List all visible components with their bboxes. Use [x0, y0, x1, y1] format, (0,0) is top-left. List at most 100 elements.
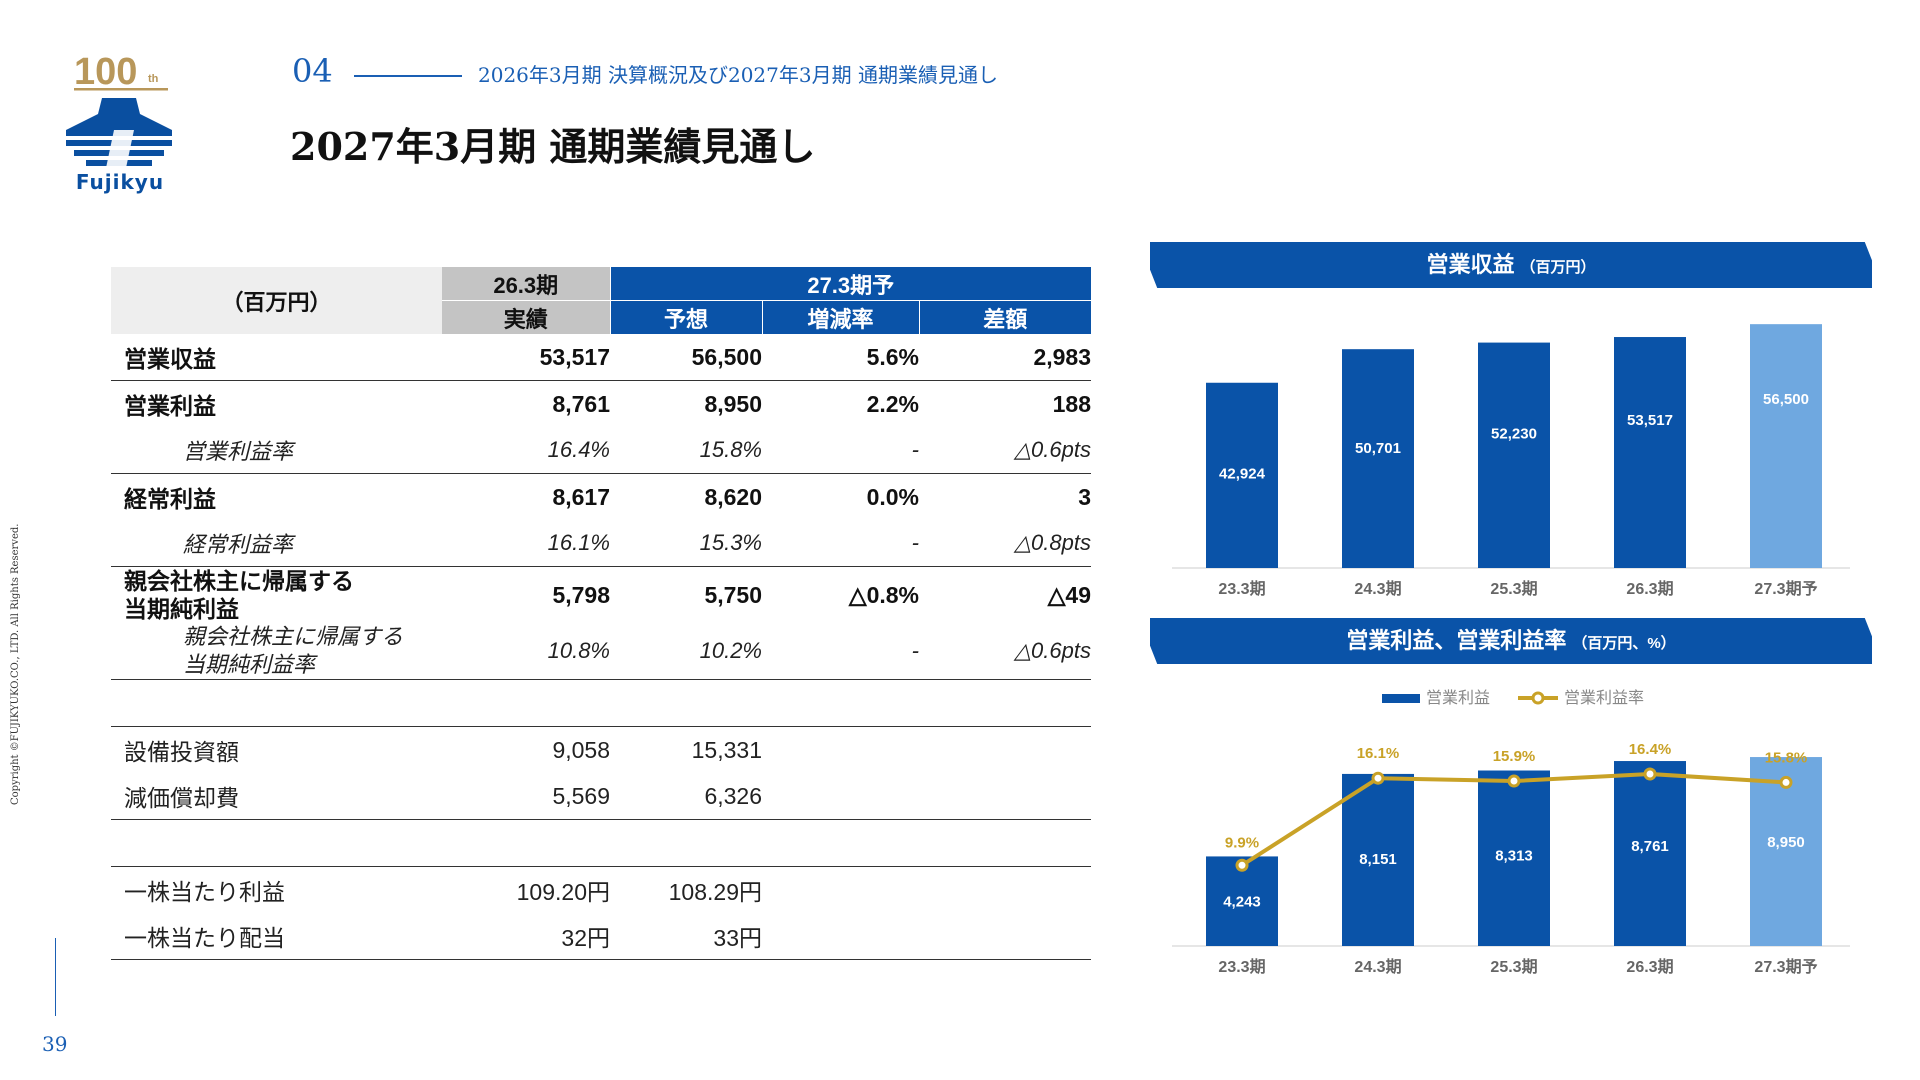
- cell-forecast: 33円: [610, 913, 762, 960]
- cell-forecast: 8,950: [704, 390, 762, 417]
- cell-forecast: 15,331: [691, 736, 762, 763]
- table-spacer-row: [111, 679, 1091, 727]
- row-label-line1: 親会社株主に帰属する: [124, 568, 354, 594]
- cell-forecast: 108.29円: [668, 879, 762, 905]
- side-divider: [55, 938, 56, 1016]
- table-row: 一株当たり利益 109.20円 108.29円: [111, 867, 1091, 914]
- col-actual-label: 実績: [442, 300, 610, 334]
- section-divider: [354, 75, 462, 77]
- margin-value-label-4: 15.8%: [1765, 749, 1808, 766]
- table-row: 営業利益 8,761 8,950 2.2% 188: [111, 381, 1091, 428]
- cell-rate: 2.2%: [866, 390, 919, 417]
- bar-1: [1342, 349, 1414, 568]
- x-tick-label-4: 27.3期予: [1754, 579, 1817, 598]
- bar-value-label-3: 53,517: [1627, 412, 1673, 429]
- margin-value-label-0: 9.9%: [1225, 834, 1259, 851]
- bar-value-label-3: 8,761: [1631, 838, 1669, 855]
- cell-diff: △0.8pts: [919, 520, 1091, 567]
- margin-point-2: [1507, 774, 1521, 788]
- cell-diff: △0.6pts: [919, 427, 1091, 474]
- row-label-line2: 当期純利益率: [183, 652, 316, 677]
- row-label-line2: 当期純利益: [124, 596, 239, 622]
- cell-actual: 8,617: [552, 483, 610, 510]
- bar-value-label-1: 8,151: [1359, 851, 1397, 868]
- cell-actual: 10.8%: [442, 623, 610, 680]
- section-title: 2026年3月期 決算概況及び2027年3月期 通期業績見通し: [478, 63, 998, 87]
- cell-rate: -: [762, 427, 919, 474]
- brand-logo-text: Fujikyu: [75, 170, 165, 194]
- col-forecast-label: 予想: [609, 300, 762, 334]
- table-row: 営業利益率 16.4% 15.8% - △0.6pts: [111, 427, 1091, 474]
- cell-forecast: 15.8%: [610, 427, 762, 474]
- page-number: 39: [42, 1032, 68, 1056]
- x-tick-label-2: 25.3期: [1490, 579, 1537, 598]
- margin-point-4: [1779, 775, 1793, 789]
- cell-rate: -: [762, 623, 919, 680]
- financial-forecast-table: （百万円） 26.3期 27.3期予 実績 予想 増減率 差額 営業収益 53,…: [111, 267, 1091, 960]
- fujikyu-mountain-icon: [64, 96, 174, 172]
- row-label: 一株当たり配当: [111, 913, 442, 960]
- bar-0: [1206, 382, 1278, 568]
- legend-bar-swatch: [1382, 694, 1420, 703]
- bar-value-label-4: 8,950: [1767, 834, 1805, 851]
- margin-point-3: [1643, 767, 1657, 781]
- bar-value-label-0: 4,243: [1223, 893, 1261, 910]
- row-label: 親会社株主に帰属する 当期純利益率: [111, 623, 442, 680]
- cell-forecast: 15.3%: [610, 520, 762, 567]
- anniversary-number: 100: [74, 51, 137, 92]
- x-tick-label-1: 24.3期: [1354, 579, 1401, 598]
- table-row: 営業収益 53,517 56,500 5.6% 2,983: [111, 334, 1091, 381]
- cell-forecast: 56,500: [610, 334, 762, 381]
- table-row: 経常利益率 16.1% 15.3% - △0.8pts: [111, 520, 1091, 567]
- copyright-notice: Copyright ©FUJIKYUKO.CO., LTD. All Right…: [10, 523, 21, 805]
- cell-rate: 0.0%: [866, 483, 919, 510]
- cell-actual: 16.4%: [442, 427, 610, 474]
- anniversary-suffix: th: [148, 73, 159, 85]
- table-row: 親会社株主に帰属する 当期純利益率 10.8% 10.2% - △0.6pts: [111, 623, 1091, 680]
- x-tick-label-2: 25.3期: [1490, 957, 1537, 976]
- x-tick-label-0: 23.3期: [1218, 957, 1265, 976]
- bar-3: [1614, 337, 1686, 568]
- row-label: 営業収益: [111, 334, 442, 381]
- legend-line-marker: [1531, 691, 1545, 705]
- legend-line-label: 営業利益率: [1564, 689, 1644, 707]
- col-actual-period: 26.3期: [442, 267, 610, 301]
- table-row: 一株当たり配当 32円 33円: [111, 913, 1091, 960]
- revenue-bar-chart: 42,924 23.3期 50,701 24.3期 52,230 25.3期 53,517 2…: [1172, 324, 1850, 598]
- bar-value-label-0: 42,924: [1219, 466, 1266, 483]
- cell-rate: △0.8%: [848, 581, 919, 608]
- bar-value-label-4: 56,500: [1763, 391, 1809, 408]
- bar-2: [1478, 342, 1550, 568]
- x-tick-label-4: 27.3期予: [1754, 957, 1817, 976]
- table-row: 親会社株主に帰属する 当期純利益 5,798 5,750 △0.8% △49: [111, 567, 1091, 624]
- cell-forecast: 8,620: [704, 483, 762, 510]
- chart-unit: （百万円、%）: [1572, 635, 1676, 652]
- x-tick-label-1: 24.3期: [1354, 957, 1401, 976]
- margin-point-0: [1235, 858, 1249, 872]
- cell-diff: 2,983: [919, 334, 1091, 381]
- col-difference: 差額: [918, 300, 1091, 334]
- col-change-rate: 増減率: [761, 300, 919, 334]
- row-label: 経常利益率: [111, 520, 442, 567]
- cell-diff: 3: [1078, 483, 1091, 510]
- cell-diff: 188: [1052, 390, 1091, 417]
- row-label: 設備投資額: [124, 739, 239, 765]
- cell-diff: △0.6pts: [919, 623, 1091, 680]
- anniversary-logo: 100 th: [74, 46, 170, 93]
- bar-value-label-2: 8,313: [1495, 848, 1533, 865]
- margin-value-label-3: 16.4%: [1629, 741, 1672, 758]
- cell-forecast: 5,750: [704, 581, 762, 608]
- bar-3: [1614, 761, 1686, 946]
- margin-value-label-1: 16.1%: [1357, 745, 1400, 762]
- cell-actual: 5,798: [552, 581, 610, 608]
- row-label: 営業利益: [124, 393, 216, 419]
- bar-1: [1342, 773, 1414, 946]
- operating-profit-chart-title: 営業利益、営業利益率 （百万円、%）: [1150, 618, 1872, 664]
- row-label: 営業利益率: [111, 427, 442, 474]
- row-label-line1: 親会社株主に帰属する: [183, 624, 404, 649]
- revenue-chart-title: 営業収益 （百万円）: [1150, 242, 1872, 288]
- row-label: 減価償却費: [111, 773, 442, 820]
- operating-profit-combo-chart: 営業利益 営業利益率 4,243 23.3期 8,151 24.3期 8,313 25.3期 8…: [1172, 689, 1850, 976]
- bar-4: [1750, 324, 1822, 568]
- cell-actual: 8,761: [552, 390, 610, 417]
